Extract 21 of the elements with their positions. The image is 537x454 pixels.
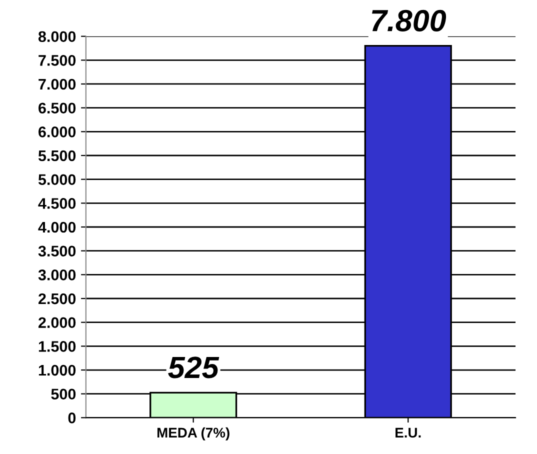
y-tick-label: 8.000 [38,31,76,42]
data-label: 525 [168,356,220,378]
y-tick-label: 3.500 [38,246,76,257]
y-tick-label: 4.500 [38,198,76,209]
y-tick-label: 7.000 [38,78,76,90]
y-tick-label: 7.500 [38,55,76,66]
y-tick-label: 3.000 [38,270,76,280]
x-tick-label: MEDA (7%) [157,427,230,440]
y-tick-label: 0 [68,412,76,424]
y-tick-label: 6.500 [38,102,76,114]
y-tick-label: 1.000 [38,364,76,376]
y-tick-label: 2.000 [38,317,76,328]
y-tick-label: 2.500 [38,293,76,304]
x-tick-label: E.U. [396,428,421,438]
y-tick-label: 5.000 [38,174,76,186]
y-tick-label: 500 [51,388,76,400]
y-tick-label: 5.500 [38,150,76,162]
y-tick-label: 4.000 [38,222,76,233]
data-label: 7.800 [372,10,446,32]
y-tick-label: 1.500 [38,341,76,352]
y-tick-label: 6.000 [38,126,76,138]
